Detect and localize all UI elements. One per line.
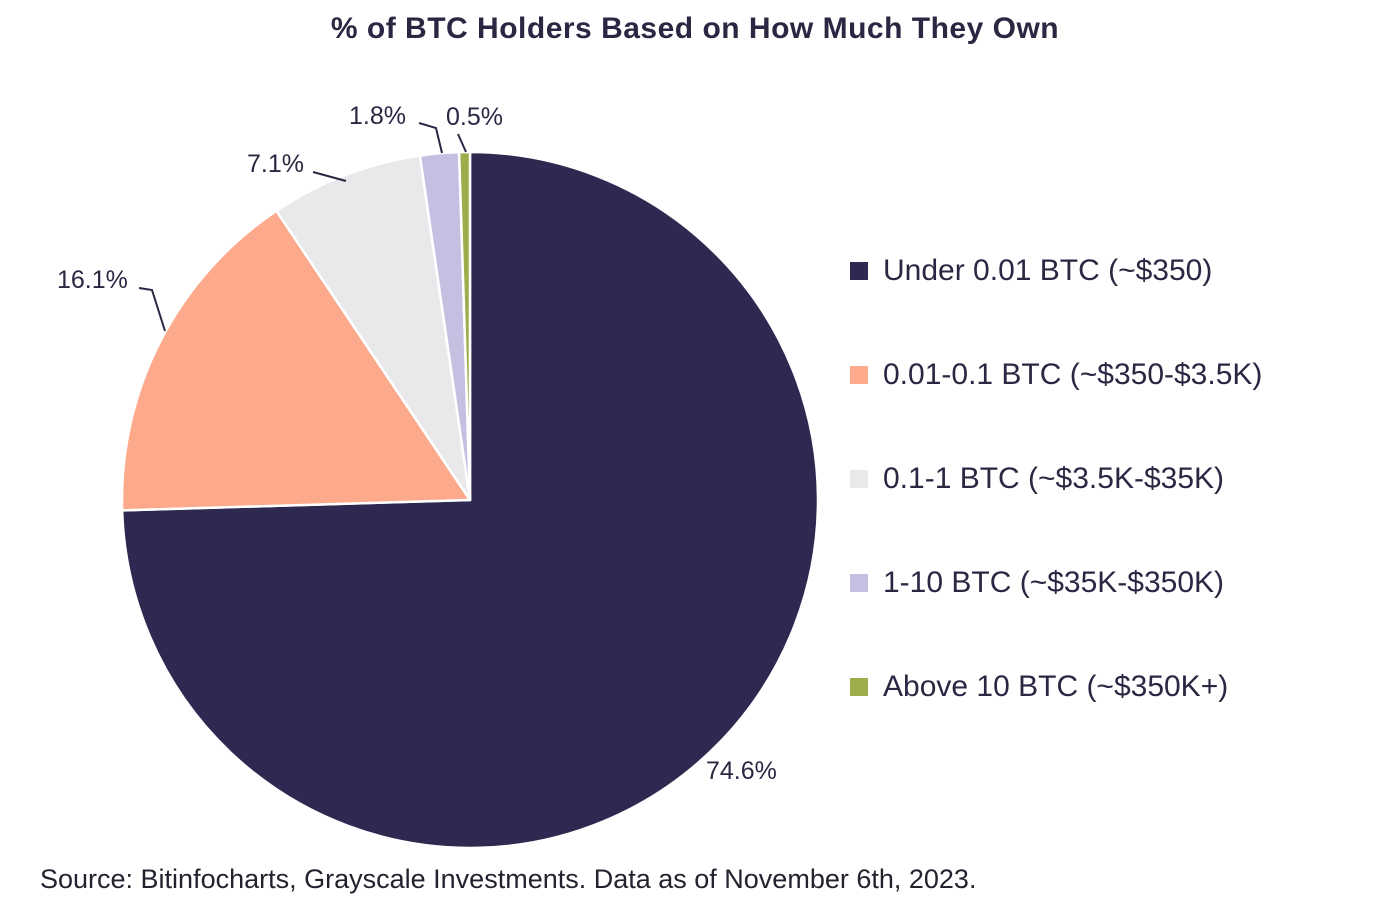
pie-chart [120,150,820,850]
pie-percent-label: 0.5% [446,103,503,131]
legend-label: Under 0.01 BTC (~$350) [883,254,1213,287]
legend: Under 0.01 BTC (~$350) 0.01-0.1 BTC (~$35… [850,254,1262,704]
pie-percent-label: 1.8% [349,102,406,130]
legend-item: Under 0.01 BTC (~$350) [850,254,1262,288]
legend-item: 1-10 BTC (~$35K-$350K) [850,566,1262,600]
source-note: Source: Bitinfocharts, Grayscale Investm… [40,864,977,894]
legend-label: 0.01-0.1 BTC (~$350-$3.5K) [883,358,1263,391]
legend-label: 0.1-1 BTC (~$3.5K-$35K) [883,462,1225,495]
legend-item: 0.01-0.1 BTC (~$350-$3.5K) [850,358,1262,392]
pie-percent-label: 74.6% [706,757,777,785]
legend-label: 1-10 BTC (~$35K-$350K) [883,566,1225,599]
pie-percent-label: 16.1% [57,266,128,294]
pie-slice-1 [120,209,472,512]
pie-chart-area [118,148,822,852]
legend-swatch [850,574,868,592]
legend-swatch [850,470,868,488]
legend-swatch [850,366,868,384]
legend-swatch [850,262,868,280]
legend-item: Above 10 BTC (~$350K+) [850,670,1262,704]
chart-title: % of BTC Holders Based on How Much They … [330,12,1060,45]
pie-percent-label: 7.1% [247,150,304,178]
legend-swatch [850,678,868,696]
legend-label: Above 10 BTC (~$350K+) [883,670,1229,703]
legend-item: 0.1-1 BTC (~$3.5K-$35K) [850,462,1262,496]
